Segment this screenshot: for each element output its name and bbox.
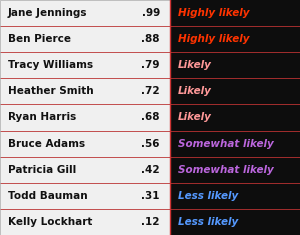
Text: Likely: Likely	[178, 60, 212, 70]
Text: Tracy Williams: Tracy Williams	[8, 60, 93, 70]
Text: Somewhat likely: Somewhat likely	[178, 165, 274, 175]
Bar	[170, 0, 300, 235]
Text: .12: .12	[142, 217, 160, 227]
Text: Kelly Lockhart: Kelly Lockhart	[8, 217, 92, 227]
Text: Patricia Gill: Patricia Gill	[8, 165, 76, 175]
Bar	[0, 0, 170, 235]
Text: .88: .88	[142, 34, 160, 44]
Text: .31: .31	[142, 191, 160, 201]
Text: Highly likely: Highly likely	[178, 8, 250, 18]
Text: .99: .99	[142, 8, 160, 18]
Text: Todd Bauman: Todd Bauman	[8, 191, 88, 201]
Text: Ryan Harris: Ryan Harris	[8, 113, 76, 122]
Text: Jane Jennings: Jane Jennings	[8, 8, 88, 18]
Text: Heather Smith: Heather Smith	[8, 86, 94, 96]
Text: Likely: Likely	[178, 113, 212, 122]
Text: Likely: Likely	[178, 86, 212, 96]
Text: .56: .56	[142, 139, 160, 149]
Text: Less likely: Less likely	[178, 217, 238, 227]
Text: Ben Pierce: Ben Pierce	[8, 34, 71, 44]
Text: .42: .42	[141, 165, 160, 175]
Text: .68: .68	[142, 113, 160, 122]
Text: .79: .79	[142, 60, 160, 70]
Text: .72: .72	[141, 86, 160, 96]
Text: Somewhat likely: Somewhat likely	[178, 139, 274, 149]
Bar	[0, 0, 170, 235]
Text: Less likely: Less likely	[178, 191, 238, 201]
Text: Bruce Adams: Bruce Adams	[8, 139, 85, 149]
Text: Highly likely: Highly likely	[178, 34, 250, 44]
